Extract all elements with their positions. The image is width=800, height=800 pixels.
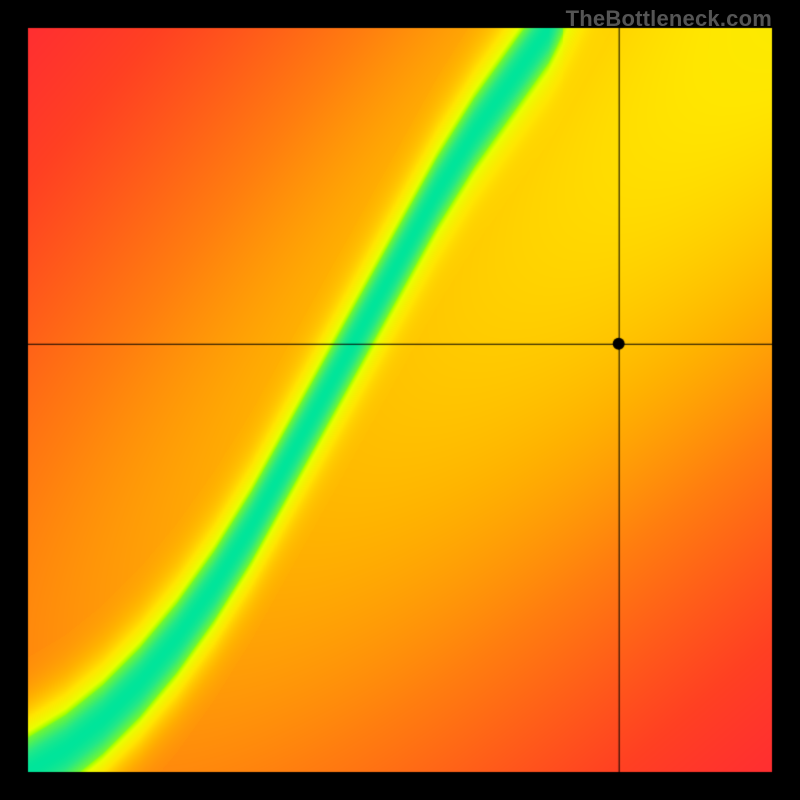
- bottleneck-heatmap: [0, 0, 800, 800]
- chart-container: TheBottleneck.com: [0, 0, 800, 800]
- watermark-text: TheBottleneck.com: [566, 6, 772, 32]
